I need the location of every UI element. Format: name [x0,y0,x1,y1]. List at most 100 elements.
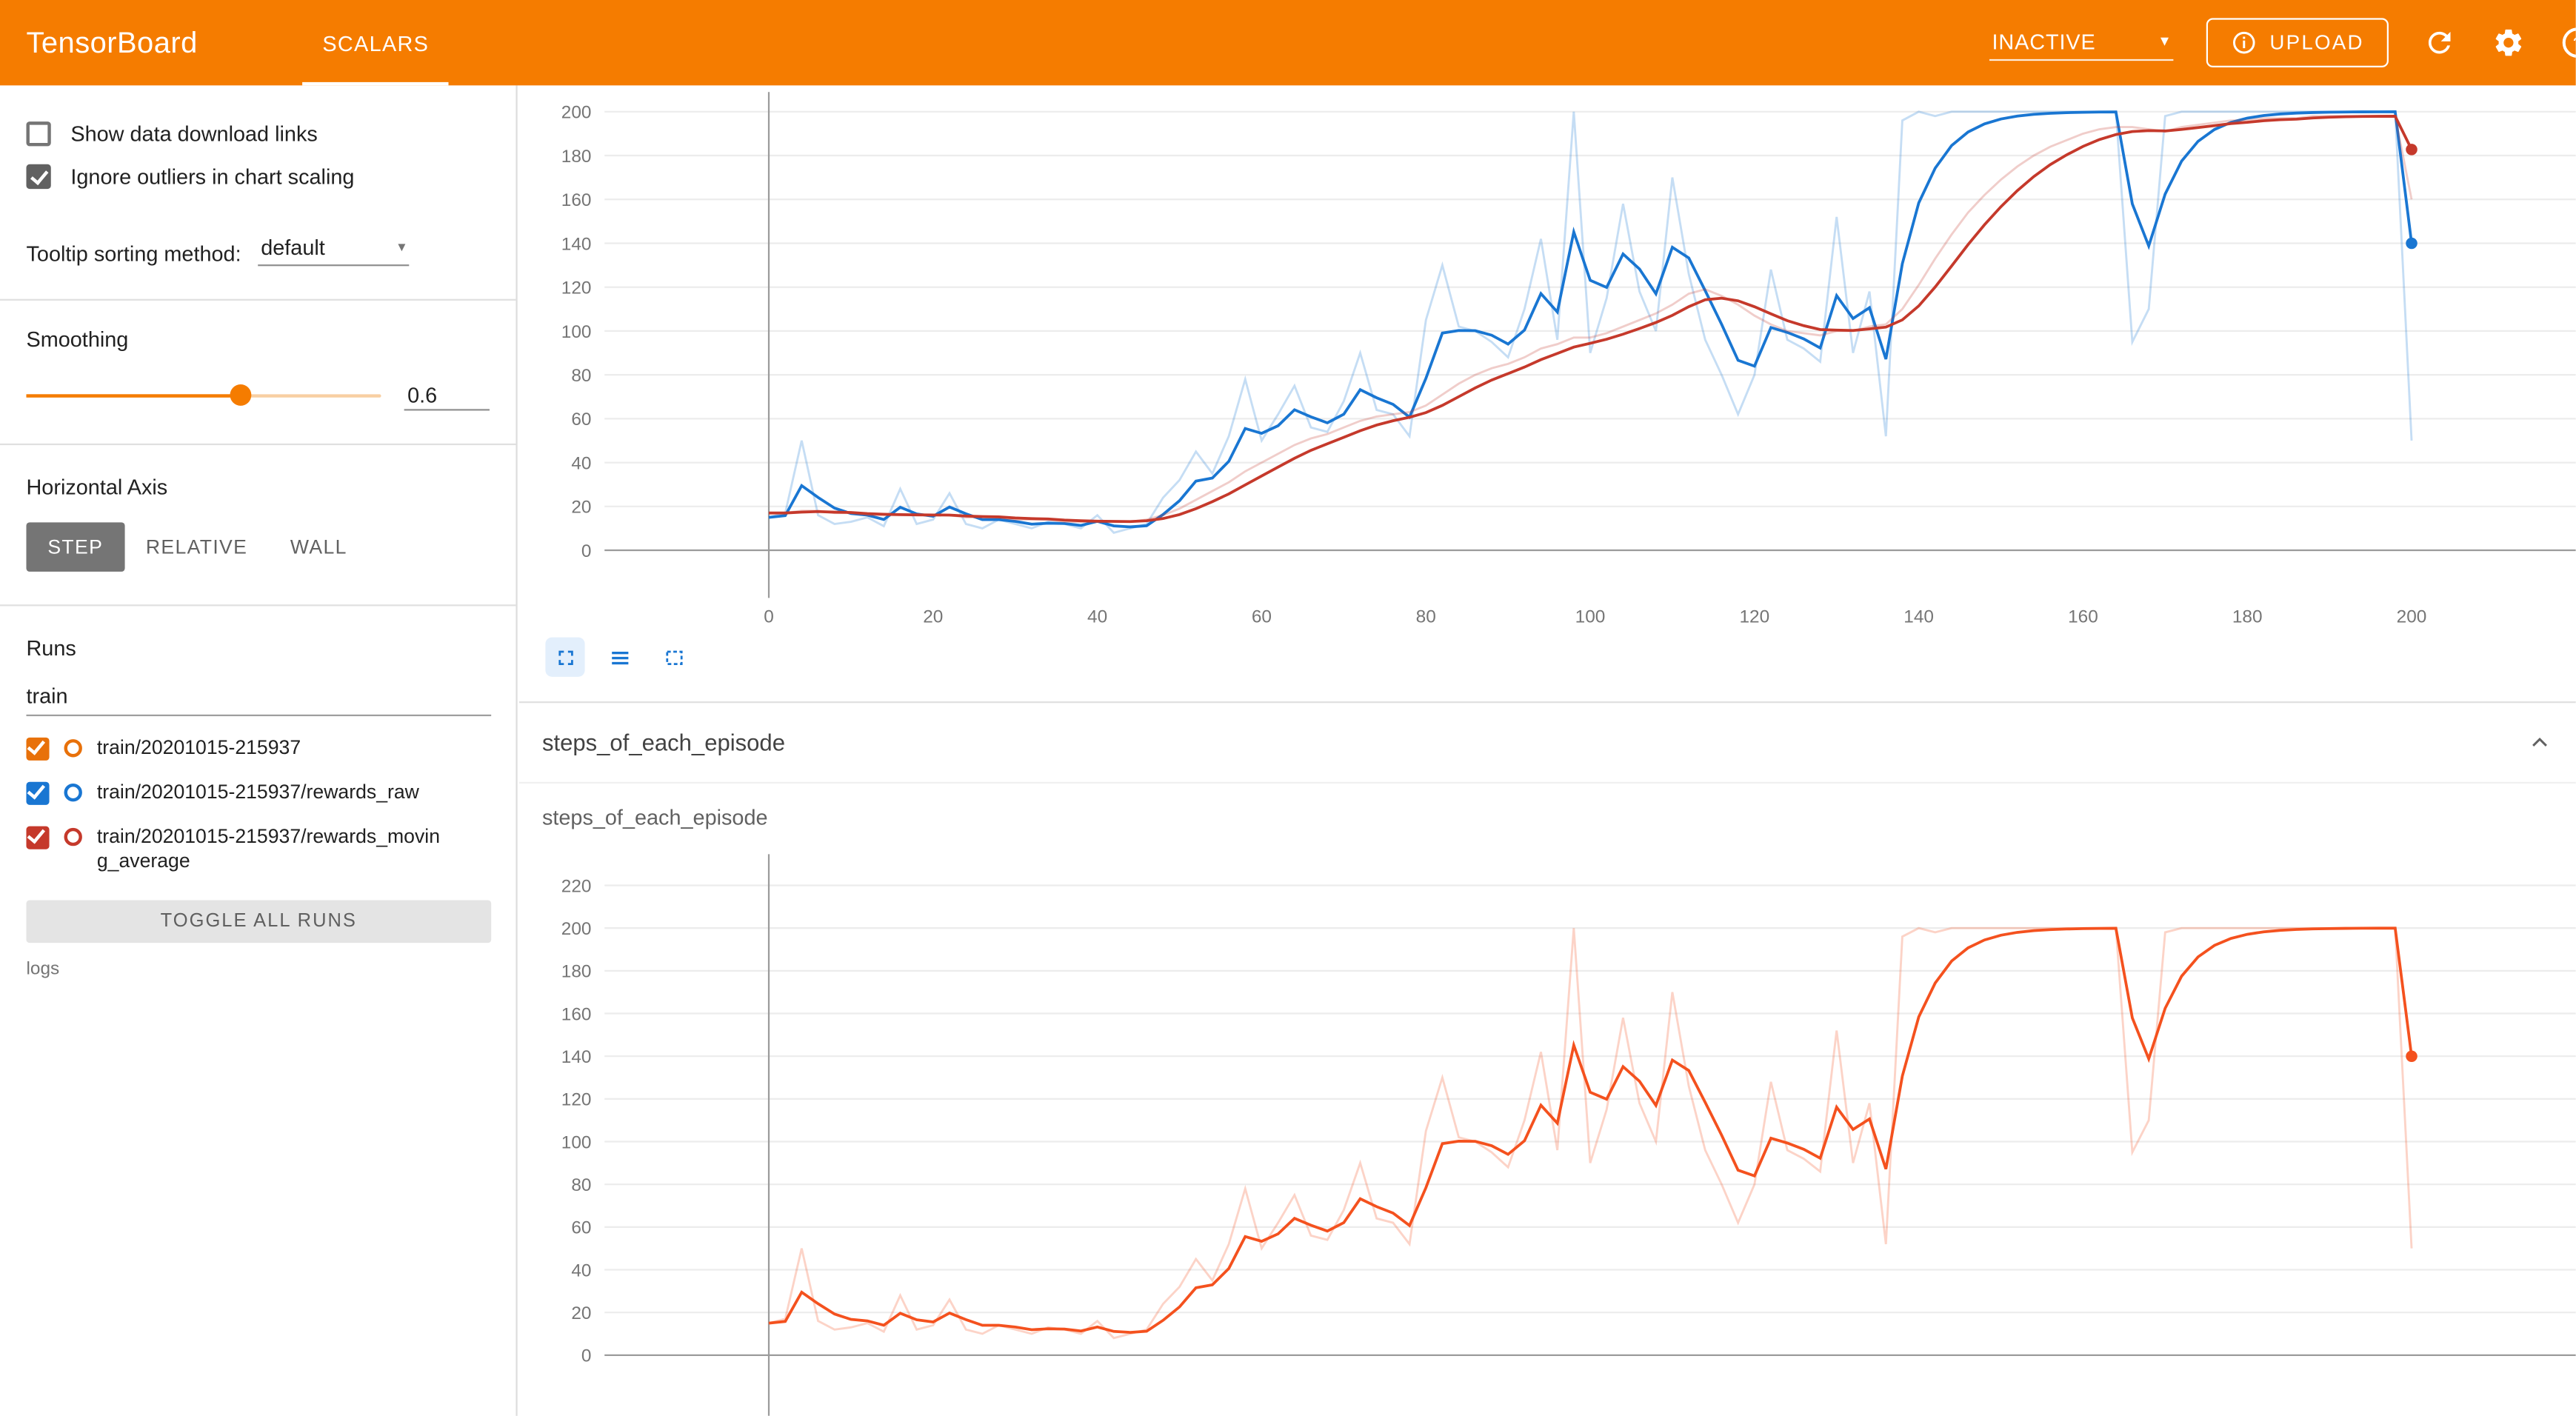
series-end-marker [2406,237,2417,250]
series-line-raw [769,115,2413,523]
x-tick-label: 40 [1087,607,1107,627]
y-tick-label: 80 [571,1175,591,1195]
chevron-up-icon[interactable] [2526,729,2552,755]
y-tick-label: 0 [581,541,592,561]
y-tick-label: 40 [571,1260,591,1280]
svg-text:?: ? [2573,34,2576,53]
axis-option-step[interactable]: STEP [26,522,125,572]
x-tick-label: 20 [923,607,943,627]
y-tick-label: 220 [561,876,592,896]
chart-toolbar [545,637,693,677]
y-tick-label: 0 [581,1346,592,1366]
run-checkbox[interactable] [26,781,50,805]
axis-option-relative[interactable]: RELATIVE [124,522,269,572]
refresh-icon[interactable] [2421,24,2457,61]
run-checkbox[interactable] [26,826,50,849]
smoothing-label: Smoothing [26,327,129,352]
smoothing-value-input[interactable] [404,381,490,411]
tag-group-title: steps_of_each_episode [541,729,785,756]
app-title: TensorBoard [26,25,198,59]
ignore-outliers-row: Ignore outliers in chart scaling [26,164,489,190]
run-row[interactable]: train/20201015-215937/rewards_raw [26,781,489,805]
series-line-smoothed [769,115,2413,524]
y-tick-label: 20 [571,1303,591,1323]
sidebar-divider [0,604,516,607]
logdir-label: logs [26,959,60,979]
header-actions: INACTIVE ▾ UPLOAD ? [1989,18,2576,67]
tooltip-sorting-label: Tooltip sorting method: [26,241,241,267]
tag-group-header[interactable]: steps_of_each_episode [518,701,2576,784]
run-label: train/20201015-215937/rewards_raw [96,780,419,804]
x-tick-label: 0 [764,607,774,627]
y-tick-label: 40 [571,453,591,473]
steps-of-each-episode-chart[interactable]: 0 20 40 60 80 100 120 140 160 180 200 220 [542,841,2576,1416]
run-color-swatch-icon [64,827,82,846]
tooltip-sorting-value: default [261,235,325,260]
horizontal-axis-options: STEP RELATIVE WALL [26,522,489,572]
smoothing-row [26,381,490,411]
run-label: train/20201015-215937/rewards_moving_ave… [96,824,441,872]
data-status-dropdown[interactable]: INACTIVE ▾ [1989,24,2173,61]
x-tick-label: 180 [2232,607,2263,627]
settings-sidebar: Show data download links Ignore outliers… [0,85,518,1416]
rewards-chart[interactable]: 0 20 40 60 80 100 120 140 160 180 200 0 20 40 60 80 100 1… [542,85,2576,634]
y-tick-label: 120 [561,1090,592,1110]
series-line-raw [768,110,2413,534]
ignore-outliers-checkbox[interactable] [26,164,51,190]
smoothing-slider-knob[interactable] [229,384,251,406]
y-tick-label: 140 [561,1047,592,1067]
tab-scalars[interactable]: SCALARS [293,0,458,86]
y-tick-label: 140 [561,234,592,254]
y-tick-label: 120 [561,278,592,298]
series-line-smoothed [768,926,2413,1334]
tooltip-sorting-select[interactable]: default ▾ [257,232,409,267]
y-tick-label: 100 [561,322,592,342]
run-row[interactable]: train/20201015-215937/rewards_moving_ave… [26,824,489,874]
chart-card-title: steps_of_each_episode [541,804,768,830]
series-end-marker [2406,1050,2417,1062]
x-tick-label: 100 [1575,607,1606,627]
y-tick-label: 180 [561,962,592,982]
run-checkbox[interactable] [26,737,50,761]
smoothing-slider[interactable] [26,384,381,406]
selection-zoom-icon[interactable] [654,638,693,677]
x-tick-label: 200 [2397,607,2427,627]
y-tick-label: 80 [571,366,591,386]
app-header: TensorBoard SCALARS INACTIVE ▾ UPLOAD [0,0,2576,86]
run-row[interactable]: train/20201015-215937 [26,736,489,761]
upload-button[interactable]: UPLOAD [2205,18,2389,67]
data-list-icon[interactable] [600,638,639,677]
ignore-outliers-label: Ignore outliers in chart scaling [70,164,355,190]
chevron-down-icon: ▾ [2160,33,2170,51]
runs-filter-input[interactable] [26,676,492,717]
series-end-marker [2406,144,2417,156]
axis-option-wall[interactable]: WALL [269,522,369,572]
info-icon [2230,30,2256,56]
y-tick-label: 180 [561,147,592,167]
show-download-links-checkbox[interactable] [26,121,51,147]
show-download-links-row: Show data download links [26,121,489,147]
scalars-dashboard: 0 20 40 60 80 100 120 140 160 180 200 0 20 40 60 80 100 1… [518,85,2576,1416]
chevron-down-icon: ▾ [398,238,406,255]
x-tick-label: 80 [1416,607,1436,627]
y-tick-label: 100 [561,1132,592,1152]
y-tick-label: 200 [561,103,592,123]
y-tick-label: 60 [571,1218,591,1238]
series-line-smoothed [768,110,2413,529]
toggle-all-runs-button[interactable]: TOGGLE ALL RUNS [26,900,492,944]
settings-gear-icon[interactable] [2490,24,2526,61]
upload-button-label: UPLOAD [2269,31,2364,55]
x-tick-label: 140 [1903,607,1934,627]
run-color-swatch-icon [64,739,82,758]
run-label: train/20201015-215937 [96,735,301,759]
tooltip-sorting-row: Tooltip sorting method: default ▾ [26,232,489,267]
x-tick-label: 120 [1739,607,1769,627]
y-tick-label: 160 [561,1004,592,1024]
expand-card-icon[interactable] [545,637,585,677]
x-tick-label: 160 [2068,607,2098,627]
smoothing-slider-fill [26,394,239,398]
sidebar-divider [0,298,516,301]
y-tick-label: 160 [561,190,592,210]
help-icon[interactable]: ? [2560,24,2576,61]
